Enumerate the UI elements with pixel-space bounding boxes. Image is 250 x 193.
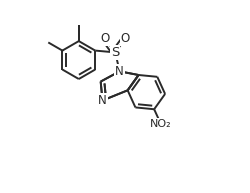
Text: N: N bbox=[115, 65, 124, 78]
Text: N: N bbox=[98, 94, 107, 107]
Text: N: N bbox=[115, 65, 124, 78]
Text: S: S bbox=[111, 46, 120, 59]
Text: N: N bbox=[98, 94, 107, 107]
Text: S: S bbox=[111, 46, 120, 59]
Text: N: N bbox=[98, 94, 107, 107]
Text: O: O bbox=[121, 32, 130, 45]
Text: O: O bbox=[121, 32, 130, 45]
Text: O: O bbox=[100, 32, 110, 45]
Text: NO₂: NO₂ bbox=[150, 119, 172, 129]
Text: O: O bbox=[100, 32, 110, 45]
Text: N: N bbox=[115, 65, 124, 78]
